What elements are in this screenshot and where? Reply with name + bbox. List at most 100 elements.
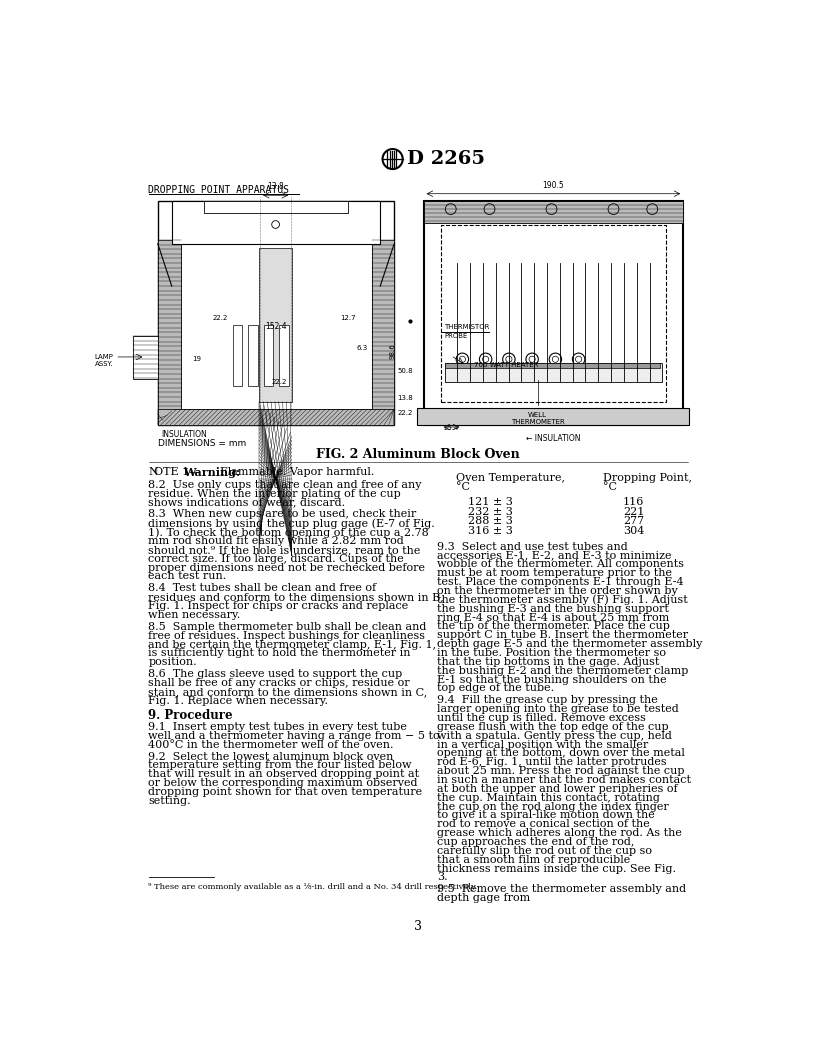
Text: the tip of the thermometer. Place the cup: the tip of the thermometer. Place the cu…: [437, 621, 670, 631]
Text: 152.4: 152.4: [264, 322, 286, 332]
Text: 8.4  Test tubes shall be clean and free of: 8.4 Test tubes shall be clean and free o…: [149, 583, 377, 593]
Text: °C: °C: [603, 483, 618, 492]
Text: rod to remove a conical section of the: rod to remove a conical section of the: [437, 819, 650, 829]
Bar: [259, 247, 292, 401]
Text: residue. When the interior plating of the cup: residue. When the interior plating of th…: [149, 489, 401, 498]
Text: rod E-6, Fig. 1, until the latter protrudes: rod E-6, Fig. 1, until the latter protru…: [437, 757, 667, 768]
Text: setting.: setting.: [149, 796, 191, 806]
Bar: [372, 240, 394, 410]
Bar: [133, 336, 157, 378]
Text: THERMISTOR: THERMISTOR: [445, 324, 490, 329]
Text: Fig. 1. Replace when necessary.: Fig. 1. Replace when necessary.: [149, 696, 329, 705]
Text: accessories E-1, E-2, and E-3 to minimize: accessories E-1, E-2, and E-3 to minimiz…: [437, 550, 672, 561]
Text: shall be free of any cracks or chips, residue or: shall be free of any cracks or chips, re…: [149, 678, 410, 689]
Bar: [424, 202, 683, 425]
Text: 221: 221: [623, 507, 644, 516]
Text: that the tip bottoms in the gage. Adjust: that the tip bottoms in the gage. Adjust: [437, 657, 659, 667]
Text: that a smooth film of reproducible: that a smooth film of reproducible: [437, 854, 630, 865]
Text: mm rod should fit easily while a 2.82 mm rod: mm rod should fit easily while a 2.82 mm…: [149, 536, 404, 546]
Text: dropping point shown for that oven temperature: dropping point shown for that oven tempe…: [149, 787, 423, 797]
Text: dimensions by using the cup plug gage (E-7 of Fig.: dimensions by using the cup plug gage (E…: [149, 518, 435, 529]
Text: the bushing E-3 and the bushing support: the bushing E-3 and the bushing support: [437, 604, 668, 614]
Text: 288 ± 3: 288 ± 3: [468, 516, 512, 526]
Text: well and a thermometer having a range from − 5 to: well and a thermometer having a range fr…: [149, 731, 440, 741]
Bar: [171, 202, 380, 244]
Text: PROBE: PROBE: [445, 334, 468, 339]
Text: must be at room temperature prior to the: must be at room temperature prior to the: [437, 568, 672, 579]
Text: the bushing E-2 and the thermometer clamp: the bushing E-2 and the thermometer clam…: [437, 665, 688, 676]
Text: 9.4  Fill the grease cup by pressing the: 9.4 Fill the grease cup by pressing the: [437, 695, 658, 705]
Text: the thermometer assembly (F) Fig. 1. Adjust: the thermometer assembly (F) Fig. 1. Adj…: [437, 595, 688, 605]
Text: that will result in an observed dropping point at: that will result in an observed dropping…: [149, 769, 419, 779]
Text: 400°C in the thermometer well of the oven.: 400°C in the thermometer well of the ove…: [149, 739, 394, 750]
Text: 1). To check the bottom opening of the cup a 2.78: 1). To check the bottom opening of the c…: [149, 527, 429, 538]
Text: 316 ± 3: 316 ± 3: [468, 526, 512, 536]
Text: stain, and conform to the dimensions shown in C,: stain, and conform to the dimensions sho…: [149, 686, 428, 697]
Bar: [181, 240, 372, 410]
Bar: [264, 324, 273, 386]
Text: 116: 116: [623, 497, 644, 507]
Text: the cup. Maintain this contact, rotating: the cup. Maintain this contact, rotating: [437, 793, 659, 803]
Text: D 2265: D 2265: [407, 150, 486, 168]
Text: ⁹ These are commonly available as a ¹⁄₈-in. drill and a No. 34 drill respectivel: ⁹ These are commonly available as a ¹⁄₈-…: [149, 883, 477, 891]
Bar: [418, 408, 690, 425]
Text: shows indications of wear, discard.: shows indications of wear, discard.: [149, 497, 346, 508]
Text: 22.2: 22.2: [212, 315, 228, 321]
Text: 6.3: 6.3: [357, 344, 368, 351]
Text: 9. Procedure: 9. Procedure: [149, 710, 233, 722]
Text: E-1 so that the bushing shoulders on the: E-1 so that the bushing shoulders on the: [437, 675, 667, 684]
Text: 12.7: 12.7: [339, 315, 356, 321]
Text: 9.2  Select the lowest aluminum block oven: 9.2 Select the lowest aluminum block ove…: [149, 752, 394, 761]
Text: opening at the bottom, down over the metal: opening at the bottom, down over the met…: [437, 749, 685, 758]
Text: 9.3  Select and use test tubes and: 9.3 Select and use test tubes and: [437, 542, 628, 551]
Text: proper dimensions need not be rechecked before: proper dimensions need not be rechecked …: [149, 563, 425, 572]
Text: or below the corresponding maximum observed: or below the corresponding maximum obser…: [149, 778, 418, 788]
Text: 8.2  Use only cups that are clean and free of any: 8.2 Use only cups that are clean and fre…: [149, 479, 422, 490]
Text: and be certain the thermometer clamp, E-1, Fig. 1,: and be certain the thermometer clamp, E-…: [149, 640, 437, 649]
Text: Fig. 1. Inspect for chips or cracks and replace: Fig. 1. Inspect for chips or cracks and …: [149, 601, 409, 611]
Bar: [233, 324, 242, 386]
Bar: [441, 225, 666, 401]
Text: 8.5  Sample thermometer bulb shall be clean and: 8.5 Sample thermometer bulb shall be cle…: [149, 622, 427, 631]
Text: when necessary.: when necessary.: [149, 610, 241, 620]
Text: 121 ± 3: 121 ± 3: [468, 497, 512, 507]
Text: 50.8: 50.8: [397, 367, 413, 374]
Text: is sufficiently tight to hold the thermometer in: is sufficiently tight to hold the thermo…: [149, 648, 411, 658]
Text: 13.8: 13.8: [267, 183, 284, 191]
Text: WELL: WELL: [528, 412, 547, 417]
Text: 22.2: 22.2: [272, 379, 287, 385]
Text: DIMENSIONS = mm: DIMENSIONS = mm: [157, 438, 246, 448]
Text: about 25 mm. Press the rod against the cup: about 25 mm. Press the rod against the c…: [437, 767, 685, 776]
Text: 232 ± 3: 232 ± 3: [468, 507, 512, 516]
Text: 3: 3: [415, 920, 422, 932]
Text: Warning:: Warning:: [183, 467, 240, 478]
Text: DROPPING POINT APPARATUS: DROPPING POINT APPARATUS: [149, 185, 290, 195]
Text: the cup on the rod along the index finger: the cup on the rod along the index finge…: [437, 802, 668, 812]
Text: in a vertical position with the smaller: in a vertical position with the smaller: [437, 739, 648, 750]
Text: correct size. If too large, discard. Cups of the: correct size. If too large, discard. Cup…: [149, 553, 404, 564]
Text: LAMP
ASSY.: LAMP ASSY.: [95, 354, 113, 366]
Text: to give it a spiral-like motion down the: to give it a spiral-like motion down the: [437, 811, 654, 821]
Bar: [279, 324, 289, 386]
Text: 19: 19: [193, 356, 202, 362]
Text: 304: 304: [623, 526, 644, 536]
Text: OTE 1—: OTE 1—: [154, 467, 200, 477]
Text: N: N: [149, 467, 158, 477]
Bar: [204, 202, 348, 213]
Text: each test run.: each test run.: [149, 571, 227, 582]
Text: support C in tube B. Insert the thermometer: support C in tube B. Insert the thermome…: [437, 630, 688, 640]
Bar: [446, 363, 660, 367]
Text: 700 WATT HEATER: 700 WATT HEATER: [474, 361, 539, 367]
Text: grease which adheres along the rod. As the: grease which adheres along the rod. As t…: [437, 828, 681, 838]
Text: depth gage from: depth gage from: [437, 893, 530, 903]
Text: 98.6: 98.6: [389, 343, 396, 359]
Text: temperature setting from the four listed below: temperature setting from the four listed…: [149, 760, 412, 771]
Text: depth gage E-5 and the thermometer assembly: depth gage E-5 and the thermometer assem…: [437, 639, 703, 649]
Text: residues and conform to the dimensions shown in B,: residues and conform to the dimensions s…: [149, 592, 444, 602]
Text: FIG. 2 Aluminum Block Oven: FIG. 2 Aluminum Block Oven: [317, 448, 520, 460]
Text: 8.6  The glass sleeve used to support the cup: 8.6 The glass sleeve used to support the…: [149, 670, 403, 679]
Text: THERMOMETER: THERMOMETER: [511, 418, 565, 425]
Text: until the cup is filled. Remove excess: until the cup is filled. Remove excess: [437, 713, 645, 723]
Text: Flammable. Vapor harmful.: Flammable. Vapor harmful.: [220, 467, 375, 477]
Text: Dropping Point,: Dropping Point,: [603, 473, 693, 484]
